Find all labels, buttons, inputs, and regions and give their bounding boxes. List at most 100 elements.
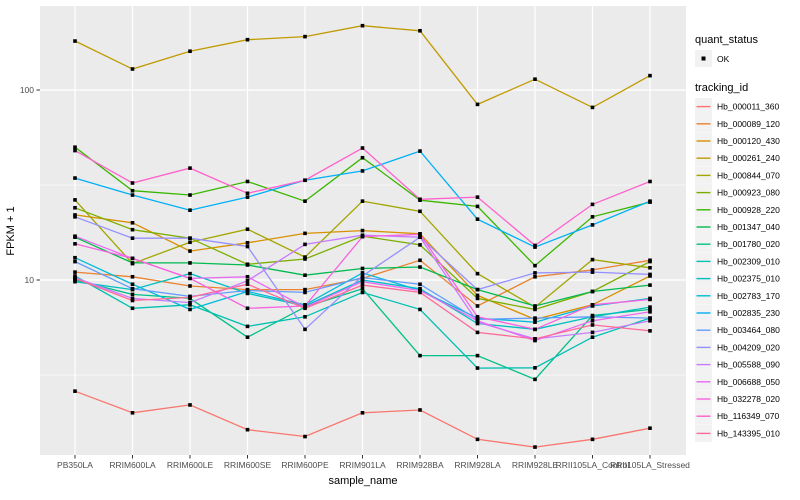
legend-label-Hb_004209_020: Hb_004209_020 <box>717 342 780 352</box>
data-point-marker <box>533 77 537 81</box>
data-point-marker <box>188 240 192 245</box>
data-point-marker <box>303 306 307 311</box>
data-point-marker <box>130 292 135 297</box>
data-point-marker <box>130 221 135 225</box>
data-point-marker <box>590 330 595 335</box>
y-axis-title: FPKM + 1 <box>5 206 17 255</box>
data-point-marker <box>533 274 537 279</box>
data-point-marker <box>245 240 250 245</box>
data-point-marker <box>130 274 135 279</box>
data-point-marker <box>360 155 365 160</box>
data-point-marker <box>475 330 480 335</box>
x-tick-label: RRIM928BA <box>396 460 444 470</box>
data-point-marker <box>188 271 192 276</box>
legend-label-Hb_006688_050: Hb_006688_050 <box>717 377 780 387</box>
data-point-marker <box>188 261 192 265</box>
data-point-marker <box>303 290 307 295</box>
data-point-marker <box>245 427 250 432</box>
data-point-marker <box>418 149 422 153</box>
data-point-marker <box>533 307 537 312</box>
data-point-marker <box>130 411 135 415</box>
data-point-marker <box>533 377 537 382</box>
data-point-marker <box>648 305 652 309</box>
data-point-marker <box>188 208 192 213</box>
legend-label-Hb_002309_010: Hb_002309_010 <box>717 256 780 266</box>
data-point-marker <box>590 318 595 323</box>
data-point-marker <box>360 199 365 203</box>
data-point-marker <box>360 146 365 150</box>
data-point-marker <box>130 181 135 185</box>
data-point-marker <box>130 67 135 71</box>
legend-label-Hb_002375_010: Hb_002375_010 <box>717 274 780 284</box>
data-point-marker <box>590 215 595 219</box>
data-point-marker <box>648 265 652 270</box>
data-point-marker <box>245 306 250 311</box>
data-point-marker <box>533 271 537 275</box>
legend-title-quant-status: quant_status <box>695 34 758 46</box>
data-point-marker <box>475 271 480 276</box>
data-point-marker <box>475 204 480 209</box>
data-point-marker <box>188 249 192 253</box>
legend-label-Hb_002835_230: Hb_002835_230 <box>717 308 780 318</box>
data-point-marker <box>590 323 595 327</box>
data-point-marker <box>303 434 307 439</box>
data-point-marker <box>245 227 250 232</box>
data-point-marker <box>418 290 422 295</box>
data-point-marker <box>130 282 135 287</box>
data-point-marker <box>188 307 192 312</box>
data-point-marker <box>188 49 192 54</box>
legend-label-Hb_000928_220: Hb_000928_220 <box>717 205 780 215</box>
data-point-marker <box>418 288 422 293</box>
data-point-marker <box>130 236 135 240</box>
x-tick-label: RRIM600SE <box>224 460 272 470</box>
data-point-marker <box>533 327 537 332</box>
data-point-marker <box>188 303 192 307</box>
data-point-marker <box>188 284 192 288</box>
data-point-marker <box>648 297 652 302</box>
data-point-marker <box>188 403 192 407</box>
data-point-marker <box>648 283 652 287</box>
data-point-marker <box>73 176 77 180</box>
data-point-marker <box>648 272 652 277</box>
data-point-marker <box>648 318 652 323</box>
data-point-marker <box>303 327 307 332</box>
data-point-marker <box>360 290 365 295</box>
x-tick-label: RRII105LA_Stressed <box>610 460 690 470</box>
data-point-marker <box>130 227 135 232</box>
data-point-marker <box>303 315 307 319</box>
data-point-marker <box>130 188 135 193</box>
data-point-marker <box>533 320 537 324</box>
legend-label-Hb_000844_070: Hb_000844_070 <box>717 170 780 180</box>
data-point-marker <box>475 195 480 199</box>
data-point-marker <box>648 329 652 333</box>
legend-label-Hb_000011_360: Hb_000011_360 <box>717 102 780 112</box>
data-point-marker <box>418 209 422 214</box>
x-tick-label: PB350LA <box>57 460 93 470</box>
data-point-marker <box>73 145 77 149</box>
data-point-marker <box>245 279 250 283</box>
legend-label-Hb_005588_090: Hb_005588_090 <box>717 360 780 370</box>
data-point-marker <box>130 306 135 311</box>
x-tick-label: RRIM901LA <box>339 460 386 470</box>
data-point-marker <box>245 263 250 267</box>
data-point-marker <box>475 293 480 298</box>
data-point-marker <box>245 191 250 196</box>
data-point-marker <box>590 223 595 227</box>
data-point-marker <box>245 37 250 42</box>
data-point-marker <box>303 231 307 236</box>
data-point-marker <box>245 335 250 339</box>
data-point-marker <box>245 195 250 199</box>
legend-label-Hb_000120_430: Hb_000120_430 <box>717 136 780 146</box>
data-point-marker <box>360 23 365 28</box>
data-point-marker <box>475 304 480 308</box>
data-point-marker <box>303 34 307 39</box>
data-point-marker <box>360 411 365 415</box>
data-point-marker <box>360 266 365 271</box>
data-point-marker <box>73 276 77 281</box>
data-point-marker <box>73 279 77 284</box>
x-axis-title: sample_name <box>328 475 397 487</box>
data-point-marker <box>360 169 365 173</box>
data-point-marker <box>533 263 537 268</box>
data-point-marker <box>245 244 250 249</box>
